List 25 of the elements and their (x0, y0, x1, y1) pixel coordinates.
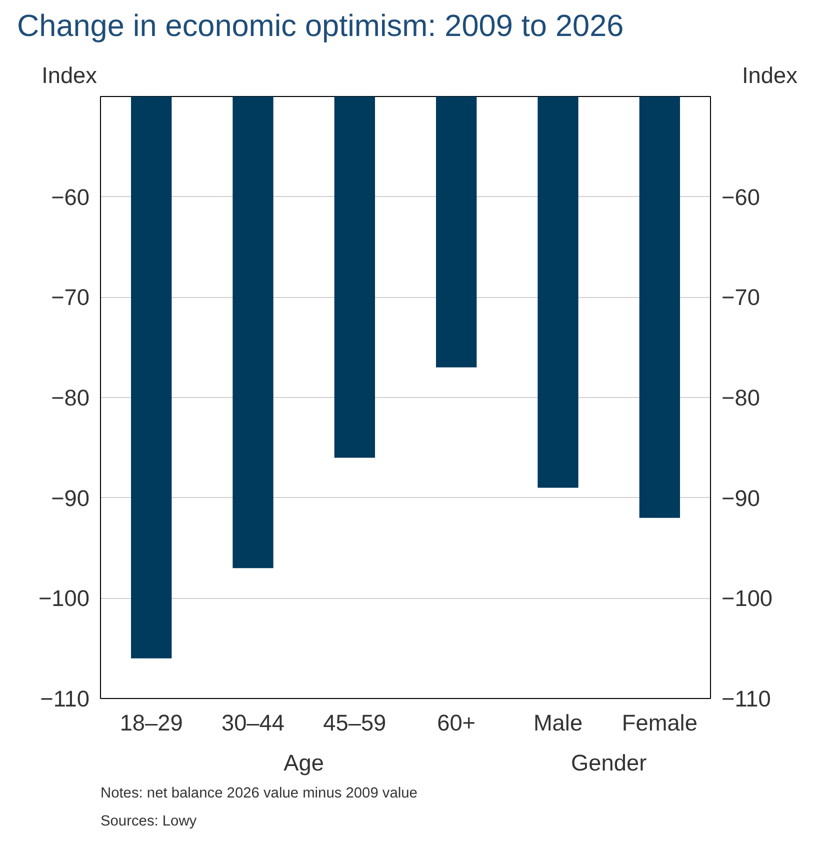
y2-tick-label: −80 (722, 384, 760, 410)
y-tick-label: −70 (51, 284, 90, 310)
y2-tick-label: −110 (722, 686, 771, 712)
text: Gender (571, 750, 648, 776)
y-tick-label: −60 (51, 184, 90, 210)
text: Notes: net balance 2026 value minus 2009 value (100, 786, 418, 802)
y-tick-label: −80 (51, 384, 90, 410)
y2-tick-label: −90 (722, 484, 760, 511)
y-tick-label: −90 (51, 484, 90, 511)
y2-tick-label: −70 (722, 284, 760, 310)
y-tick-label: −100 (38, 585, 90, 612)
y-tick-label: −110 (40, 686, 90, 712)
x-tick-label: 30–44 (222, 710, 285, 736)
x-tick-label: 60+ (437, 710, 476, 736)
chart-title: Change in economic optimism: 2009 to 2026 (17, 8, 624, 45)
text: Age (284, 750, 324, 776)
x-tick-label: 18–29 (120, 710, 183, 736)
y2-axis-title: Index (742, 61, 798, 90)
x-tick-label: Female (622, 710, 698, 736)
x-tick-label: 45–59 (323, 710, 386, 736)
source-note: Sources: Lowy (100, 814, 198, 830)
y2-tick-label: −100 (722, 585, 773, 612)
x-tick-label: Male (533, 710, 583, 736)
y-axis-title: Index (42, 61, 97, 90)
y2-tick-label: −60 (722, 184, 760, 210)
